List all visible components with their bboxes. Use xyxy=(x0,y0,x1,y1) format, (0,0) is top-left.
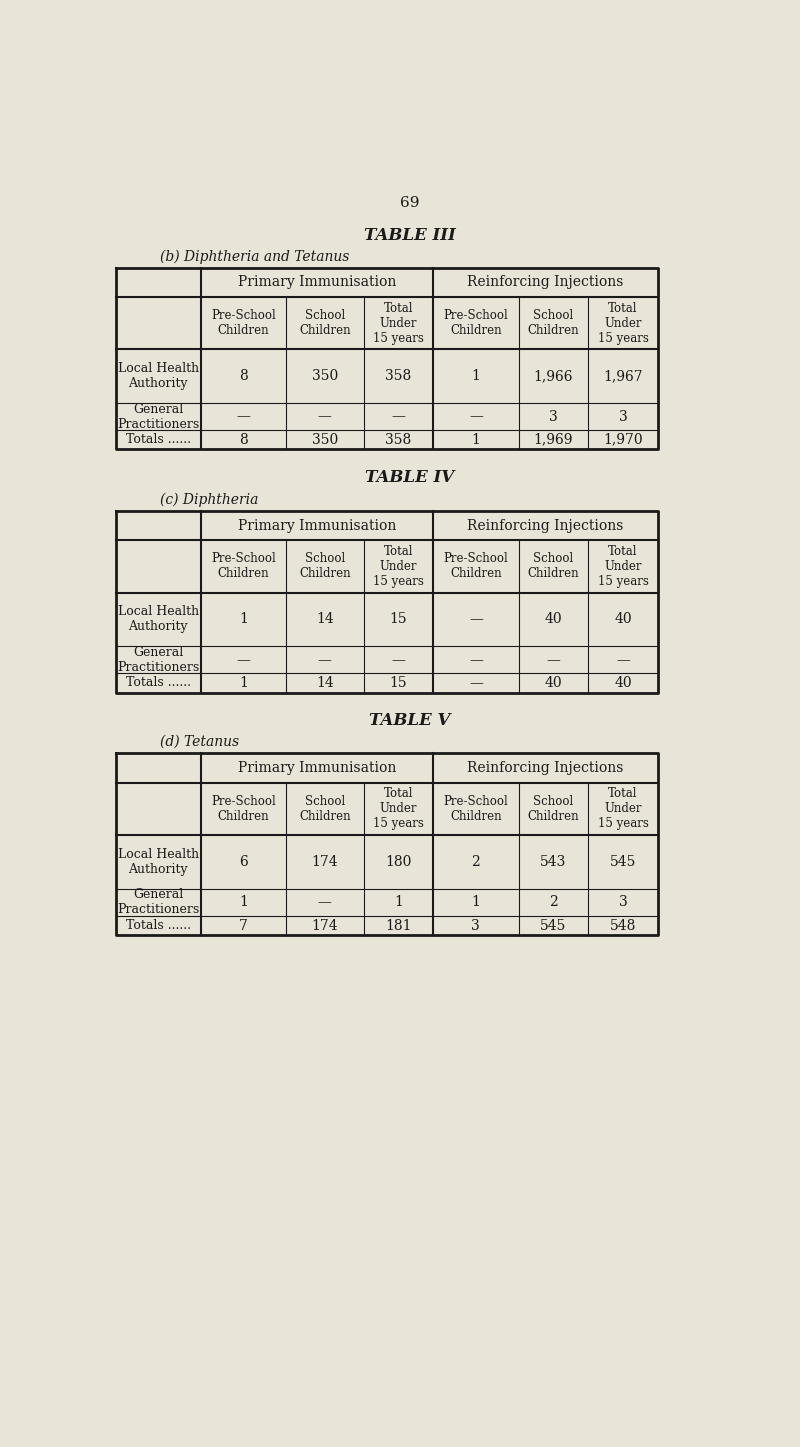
Text: Total
Under
15 years: Total Under 15 years xyxy=(373,301,424,344)
Text: 1: 1 xyxy=(471,896,480,910)
Text: 1,970: 1,970 xyxy=(603,433,643,447)
Text: —: — xyxy=(318,653,332,667)
Text: School
Children: School Children xyxy=(527,794,579,823)
Text: (b) Diphtheria and Tetanus: (b) Diphtheria and Tetanus xyxy=(161,249,350,263)
Text: —: — xyxy=(318,896,332,910)
Text: 2: 2 xyxy=(549,896,558,910)
Text: 3: 3 xyxy=(549,410,558,424)
Text: (c) Diphtheria: (c) Diphtheria xyxy=(161,492,259,506)
Text: Reinforcing Injections: Reinforcing Injections xyxy=(467,518,624,532)
Text: Total
Under
15 years: Total Under 15 years xyxy=(373,787,424,831)
Text: (d) Tetanus: (d) Tetanus xyxy=(161,735,239,750)
Text: 1: 1 xyxy=(239,896,248,910)
Text: 8: 8 xyxy=(239,433,248,447)
Text: —: — xyxy=(237,410,250,424)
Text: —: — xyxy=(469,410,483,424)
Text: Totals ......: Totals ...... xyxy=(126,677,190,689)
Text: School
Children: School Children xyxy=(299,794,350,823)
Text: 180: 180 xyxy=(385,855,411,870)
Text: Local Health
Authority: Local Health Authority xyxy=(118,605,198,634)
Text: Pre-School
Children: Pre-School Children xyxy=(443,794,508,823)
Text: 14: 14 xyxy=(316,612,334,627)
Text: —: — xyxy=(469,676,483,690)
Text: 3: 3 xyxy=(618,896,627,910)
Text: 174: 174 xyxy=(311,919,338,932)
Text: 14: 14 xyxy=(316,676,334,690)
Text: 3: 3 xyxy=(471,919,480,932)
Text: TABLE V: TABLE V xyxy=(370,712,450,729)
Text: 40: 40 xyxy=(545,676,562,690)
Text: 2: 2 xyxy=(471,855,480,870)
Text: 358: 358 xyxy=(386,369,411,383)
Text: Pre-School
Children: Pre-School Children xyxy=(443,310,508,337)
Text: —: — xyxy=(318,410,332,424)
Text: Total
Under
15 years: Total Under 15 years xyxy=(598,546,649,587)
Text: 8: 8 xyxy=(239,369,248,383)
Text: 40: 40 xyxy=(614,676,632,690)
Text: Pre-School
Children: Pre-School Children xyxy=(211,310,276,337)
Text: 350: 350 xyxy=(312,369,338,383)
Text: Local Health
Authority: Local Health Authority xyxy=(118,848,198,875)
Text: Totals ......: Totals ...... xyxy=(126,433,190,446)
Text: Primary Immunisation: Primary Immunisation xyxy=(238,518,396,532)
Text: School
Children: School Children xyxy=(299,310,350,337)
Text: 7: 7 xyxy=(239,919,248,932)
Text: 15: 15 xyxy=(390,676,407,690)
Text: School
Children: School Children xyxy=(527,553,579,580)
Text: General
Practitioners: General Practitioners xyxy=(117,645,199,674)
Text: General
Practitioners: General Practitioners xyxy=(117,402,199,431)
Text: Total
Under
15 years: Total Under 15 years xyxy=(598,301,649,344)
Text: 1: 1 xyxy=(471,369,480,383)
Text: 1: 1 xyxy=(394,896,403,910)
Text: Primary Immunisation: Primary Immunisation xyxy=(238,275,396,289)
Text: Reinforcing Injections: Reinforcing Injections xyxy=(467,761,624,776)
Text: 543: 543 xyxy=(540,855,566,870)
Text: School
Children: School Children xyxy=(299,553,350,580)
Text: 6: 6 xyxy=(239,855,248,870)
Text: 1: 1 xyxy=(239,676,248,690)
Text: —: — xyxy=(546,653,560,667)
Text: Pre-School
Children: Pre-School Children xyxy=(211,553,276,580)
Text: 181: 181 xyxy=(385,919,412,932)
Text: 40: 40 xyxy=(614,612,632,627)
Text: —: — xyxy=(616,653,630,667)
Text: 545: 545 xyxy=(540,919,566,932)
Text: 1,969: 1,969 xyxy=(534,433,573,447)
Text: 548: 548 xyxy=(610,919,636,932)
Text: Total
Under
15 years: Total Under 15 years xyxy=(598,787,649,831)
Text: TABLE III: TABLE III xyxy=(364,227,456,243)
Text: 15: 15 xyxy=(390,612,407,627)
Text: 350: 350 xyxy=(312,433,338,447)
Text: Totals ......: Totals ...... xyxy=(126,919,190,932)
Text: —: — xyxy=(469,653,483,667)
Text: Total
Under
15 years: Total Under 15 years xyxy=(373,546,424,587)
Text: 69: 69 xyxy=(400,195,420,210)
Text: Pre-School
Children: Pre-School Children xyxy=(211,794,276,823)
Text: 40: 40 xyxy=(545,612,562,627)
Text: School
Children: School Children xyxy=(527,310,579,337)
Text: 1,967: 1,967 xyxy=(603,369,643,383)
Text: 3: 3 xyxy=(618,410,627,424)
Text: 358: 358 xyxy=(386,433,411,447)
Text: TABLE IV: TABLE IV xyxy=(366,469,454,486)
Text: —: — xyxy=(391,410,406,424)
Text: 1,966: 1,966 xyxy=(534,369,573,383)
Text: 545: 545 xyxy=(610,855,636,870)
Text: General
Practitioners: General Practitioners xyxy=(117,888,199,916)
Text: 174: 174 xyxy=(311,855,338,870)
Text: 1: 1 xyxy=(239,612,248,627)
Text: —: — xyxy=(469,612,483,627)
Text: —: — xyxy=(237,653,250,667)
Text: 1: 1 xyxy=(471,433,480,447)
Text: Local Health
Authority: Local Health Authority xyxy=(118,362,198,391)
Text: Primary Immunisation: Primary Immunisation xyxy=(238,761,396,776)
Text: —: — xyxy=(391,653,406,667)
Text: Pre-School
Children: Pre-School Children xyxy=(443,553,508,580)
Text: Reinforcing Injections: Reinforcing Injections xyxy=(467,275,624,289)
